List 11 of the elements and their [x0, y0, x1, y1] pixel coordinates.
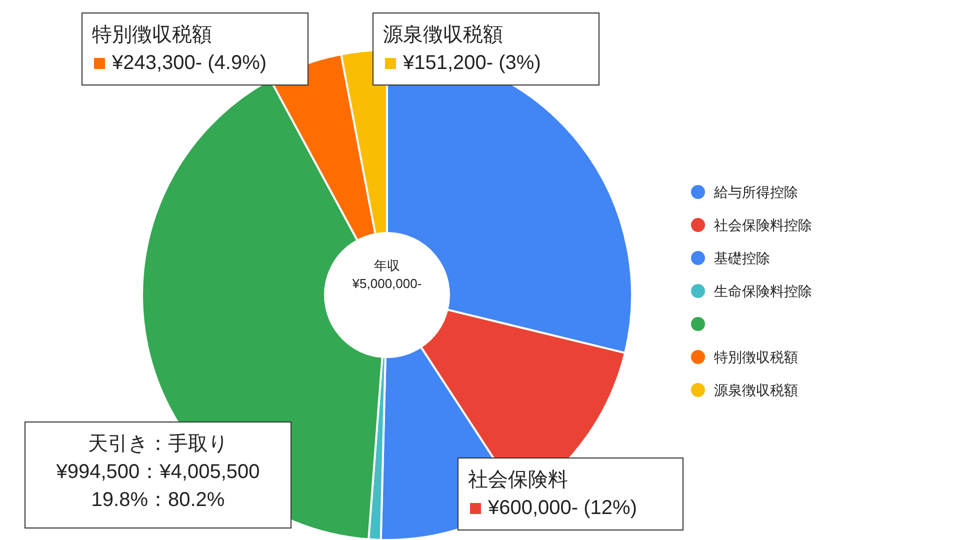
legend-label: 給与所得控除: [713, 184, 798, 200]
annotation: 天引き：手取り ¥994,500：¥4,005,500 19.8%：80.2%: [24, 422, 292, 528]
legend-label: 特別徴収税額: [714, 349, 798, 365]
legend-label: 社会保険料控除: [714, 217, 812, 233]
legend-label: 源泉徴収税額: [714, 382, 798, 398]
annotation: 年収 ¥5,000,000-: [352, 258, 422, 291]
annotation: 社会保険料 ¥600,000- (12%): [458, 458, 684, 530]
annotation: 特別徴収税額 ¥243,300- (4.9%): [82, 12, 308, 86]
legend-label: 生命保険料控除: [714, 283, 812, 299]
legend-label: 基礎控除: [714, 250, 770, 266]
annotation: 源泉徴収税額 ¥151,200- (3%): [372, 12, 600, 86]
